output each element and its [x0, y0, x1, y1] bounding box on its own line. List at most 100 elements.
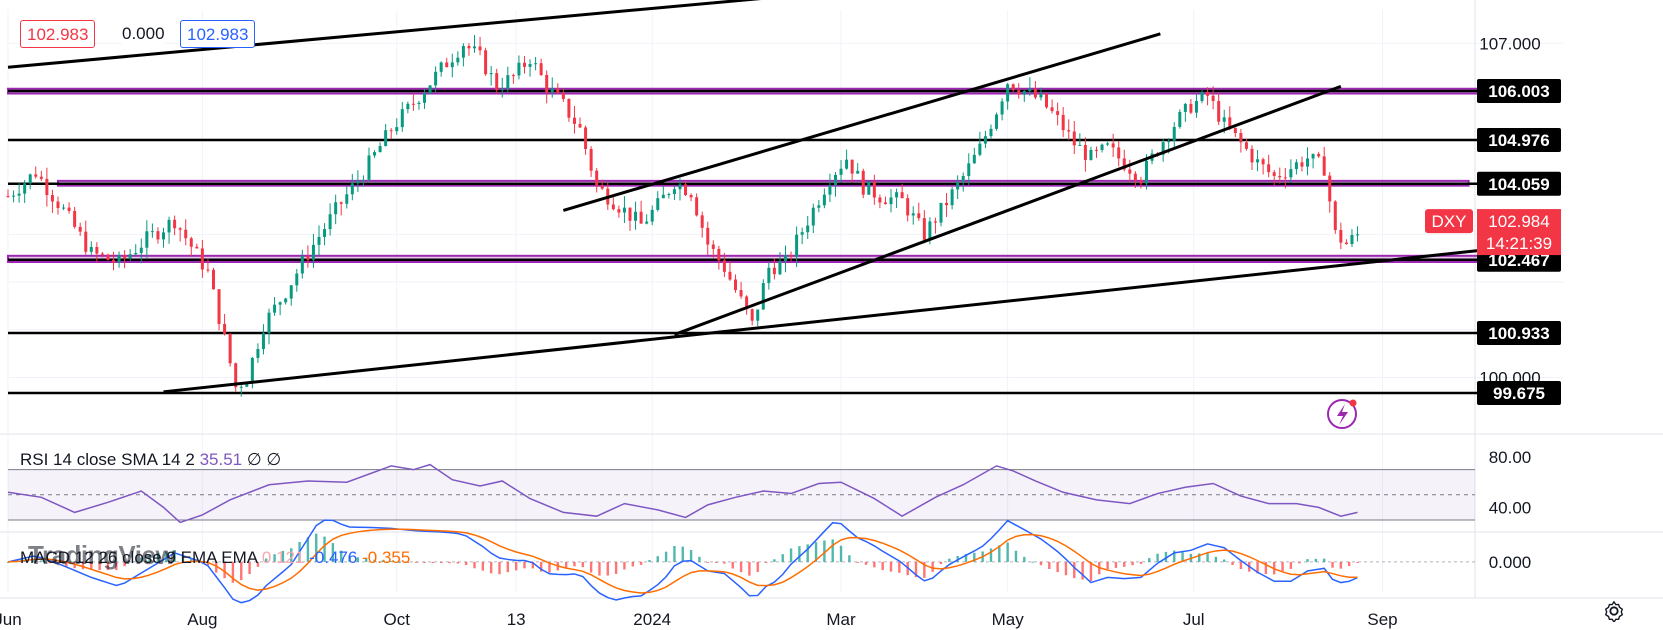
candle-body	[1233, 127, 1237, 134]
macd-histogram-bar	[689, 549, 693, 562]
level-price-tag	[1477, 78, 1561, 103]
candle-body	[123, 255, 127, 259]
macd-histogram-bar	[464, 561, 468, 565]
macd-histogram-bar	[248, 561, 251, 575]
candle-body	[178, 228, 182, 230]
candle-body	[1200, 92, 1204, 101]
candle-body	[239, 386, 243, 388]
candle-body	[217, 289, 221, 325]
candle-body	[473, 46, 476, 49]
macd-histogram-bar	[998, 545, 1001, 562]
rsi-band	[8, 469, 1475, 520]
candle-body	[761, 283, 765, 310]
macd-histogram-bar	[1073, 561, 1076, 579]
macd-histogram-bar	[548, 561, 551, 573]
alert-icon-dot	[1349, 399, 1357, 407]
macd-histogram-bar	[448, 561, 451, 564]
level-price-tag	[1477, 128, 1561, 153]
candle-body	[73, 210, 77, 227]
candle-body	[928, 221, 932, 240]
candle-body	[1244, 142, 1248, 149]
macd-histogram-bar	[81, 561, 85, 570]
candle-body	[950, 189, 954, 206]
macd-histogram-bar	[698, 556, 701, 562]
candle-body	[1045, 93, 1049, 108]
candle-body	[395, 127, 399, 132]
candle-body	[117, 255, 121, 263]
macd-histogram-bar	[1064, 561, 1068, 576]
candle-body	[1017, 90, 1021, 95]
rising-channel-lower	[673, 84, 1342, 336]
macd-line-value: -0.476	[309, 548, 358, 567]
macd-histogram-bar	[831, 539, 834, 562]
macd-histogram-bar	[806, 544, 809, 562]
macd-histogram-bar	[198, 561, 201, 563]
macd-histogram-bar	[40, 560, 43, 562]
candle-body	[1095, 149, 1098, 151]
candle-body	[1022, 90, 1026, 95]
macd-histogram-bar	[723, 561, 726, 564]
macd-histogram-bar	[814, 542, 818, 562]
macd-histogram-bar	[1006, 542, 1009, 562]
candle-body	[67, 207, 71, 211]
macd-histogram-bar	[573, 561, 576, 567]
macd-histogram-bar	[423, 561, 426, 564]
macd-histogram-bar	[331, 543, 335, 562]
macd-histogram-bar	[631, 561, 634, 567]
macd-histogram-bar	[1173, 550, 1176, 562]
candle-body	[1222, 117, 1226, 122]
level-price-tag-label: 102.467	[1488, 251, 1549, 270]
candle-body	[478, 46, 482, 51]
candle-body	[311, 244, 315, 260]
macd-legend[interactable]: MACD 12 26 close 9 EMA EMA 0.121 -0.476 …	[20, 548, 410, 568]
candle-body	[1350, 235, 1354, 245]
macd-histogram-bar	[231, 561, 235, 583]
x-axis-tick-label: May	[992, 610, 1025, 629]
change-value: 0.000	[122, 20, 165, 48]
upper-channel-top	[7, 0, 762, 69]
candle-body	[456, 57, 460, 63]
candle-body	[839, 168, 843, 175]
macd-histogram-bar	[781, 554, 784, 562]
macd-histogram-bar	[614, 561, 618, 574]
candle-body	[373, 152, 377, 156]
candle-body	[245, 383, 249, 387]
candle-body	[506, 75, 510, 89]
candle-body	[162, 232, 165, 240]
macd-histogram-bar	[856, 561, 859, 563]
candle-body	[1100, 144, 1104, 150]
candle-body	[1061, 114, 1065, 131]
candle-body	[1250, 148, 1254, 163]
macd-histogram-bar	[531, 561, 535, 569]
candle-body	[1228, 117, 1232, 128]
macd-histogram-bar	[714, 561, 718, 563]
candle-body	[300, 256, 304, 274]
symbol-tag-label: DXY	[1432, 212, 1467, 231]
macd-histogram-bar	[256, 561, 260, 567]
candle-body	[833, 174, 837, 186]
macd-histogram-bar	[1031, 561, 1034, 563]
candle-body	[356, 180, 360, 184]
candle-body	[784, 255, 787, 262]
candle-body	[628, 207, 632, 221]
rsi-legend[interactable]: RSI 14 close SMA 14 2 35.51 ∅ ∅	[20, 450, 281, 470]
candle-body	[539, 63, 543, 75]
candle-body	[1028, 88, 1032, 91]
candle-body	[795, 234, 799, 257]
candle-body	[945, 202, 949, 206]
candle-body	[983, 136, 987, 144]
settings-gear-icon[interactable]	[1603, 600, 1625, 622]
macd-signal-line	[7, 528, 1358, 594]
macd-histogram-bar	[206, 561, 210, 566]
candle-body	[700, 215, 704, 228]
macd-histogram-bar	[1214, 556, 1218, 562]
macd-histogram-bar	[1298, 561, 1301, 564]
macd-histogram-bar	[115, 561, 118, 571]
candle-body	[1189, 103, 1193, 113]
candle-body	[961, 176, 965, 182]
candle-body	[6, 196, 10, 198]
candle-body	[1122, 158, 1126, 170]
macd-histogram-bar	[281, 550, 285, 562]
x-axis-tick-label: Aug	[187, 610, 217, 629]
